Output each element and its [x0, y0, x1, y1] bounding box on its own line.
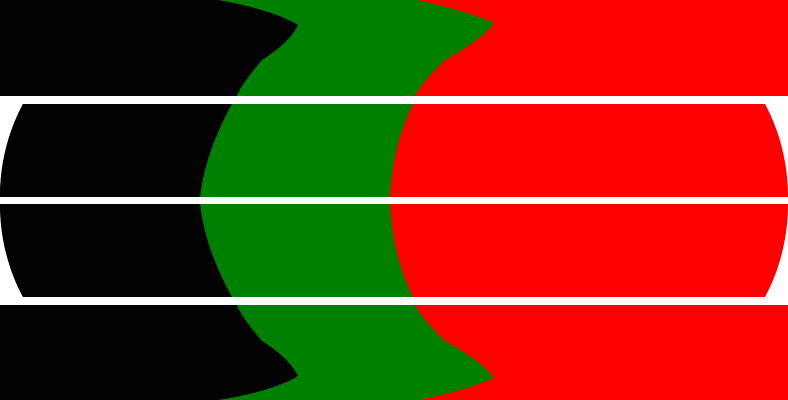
band-bottom [0, 305, 788, 400]
band-upper-middle [0, 104, 788, 197]
band-top [0, 0, 788, 96]
band-bottom-black-crescent [0, 305, 298, 400]
band-top-black-crescent [0, 0, 298, 96]
band-lower-middle-black-region [0, 204, 232, 297]
band-lower-middle [0, 204, 788, 297]
band-upper-middle-black-region [0, 104, 232, 197]
